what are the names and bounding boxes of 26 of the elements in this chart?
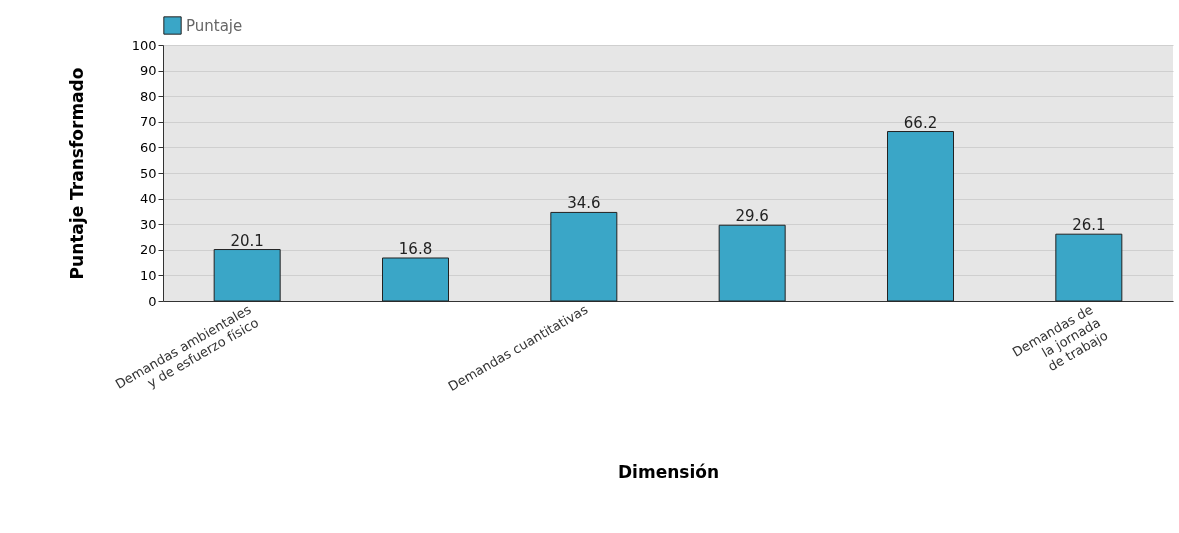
y-tick-label: 40 xyxy=(139,191,157,207)
y-tick-label: 70 xyxy=(139,114,157,130)
bar xyxy=(213,249,281,302)
y-tick-label: 80 xyxy=(139,88,157,104)
bar xyxy=(718,224,786,302)
y-tick-label: 90 xyxy=(139,63,157,79)
y-tick-label: 30 xyxy=(139,216,157,232)
bar xyxy=(550,211,618,302)
legend-label: Puntaje xyxy=(186,16,243,35)
x-axis-title: Dimensión xyxy=(617,461,720,482)
y-tick-label: 20 xyxy=(139,242,157,258)
y-tick-label: 10 xyxy=(139,267,157,283)
bar xyxy=(382,257,449,302)
y-tick-label: 60 xyxy=(139,139,157,155)
y-tick-label: 50 xyxy=(139,165,157,181)
data-label: 26.1 xyxy=(1072,216,1106,235)
bar xyxy=(887,131,954,302)
data-label: 16.8 xyxy=(398,239,433,258)
data-label: 66.2 xyxy=(903,113,938,132)
y-axis-title: Puntaje Transformado xyxy=(66,67,87,280)
data-label: 20.1 xyxy=(230,231,264,250)
data-label: 29.6 xyxy=(735,207,769,226)
bar xyxy=(1055,233,1123,302)
y-tick-label: 0 xyxy=(148,293,157,309)
data-label: 34.6 xyxy=(567,194,601,213)
y-tick-label: 100 xyxy=(131,37,157,53)
